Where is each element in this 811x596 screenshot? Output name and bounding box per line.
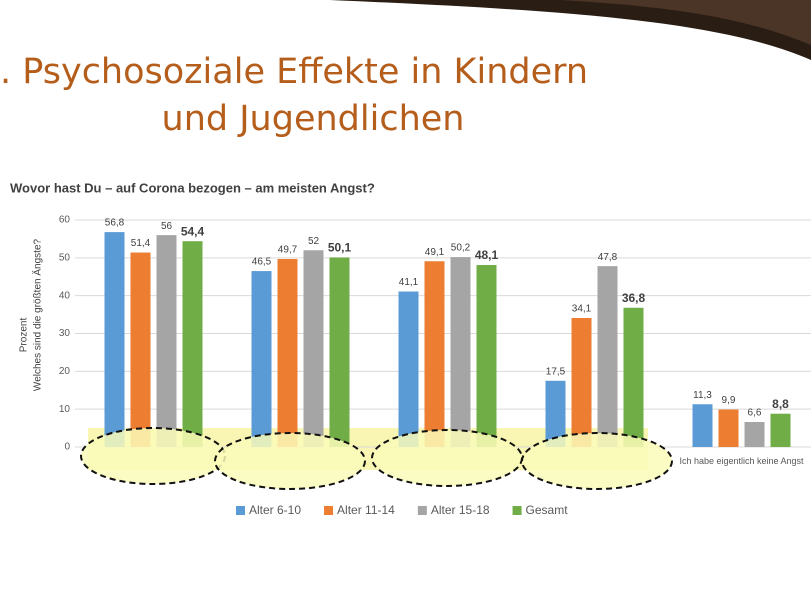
bar [745, 422, 765, 447]
bar [477, 265, 497, 447]
legend-swatch [418, 506, 427, 515]
bar [451, 257, 471, 447]
ellipse [372, 430, 522, 486]
slide-title: und Jugendlichen [162, 99, 465, 139]
slide-title: . Psychosoziale Effekte in Kindern [0, 52, 588, 92]
bar [399, 292, 419, 447]
data-label: 8,8 [772, 397, 789, 411]
data-label: 47,8 [598, 252, 618, 263]
bar [624, 308, 644, 447]
bar [598, 266, 618, 447]
bar [183, 241, 203, 447]
bar [252, 271, 272, 447]
legend: Alter 6-10 Alter 11-14 Alter 15-18 Gesamt [236, 503, 568, 517]
data-label: 51,4 [131, 238, 151, 249]
slide: . Psychosoziale Effekte in Kindern und J… [0, 0, 811, 596]
data-label: 9,9 [722, 395, 736, 406]
ellipse [81, 428, 225, 484]
legend-swatch [513, 506, 522, 515]
y-axis-label: Prozent [19, 318, 30, 353]
data-label: 49,1 [425, 247, 445, 258]
legend-label: Gesamt [526, 503, 569, 517]
data-label: 11,3 [693, 390, 712, 401]
legend-label: Alter 6-10 [249, 503, 301, 517]
data-label: 6,6 [748, 408, 762, 419]
plot: 0 10 20 30 40 50 60 56,8 51,4 56 54,4 46,5 49,7 52 50,… [59, 215, 811, 453]
legend-label: Alter 11-14 [337, 503, 395, 517]
bar [719, 410, 739, 447]
y-tick-label: 10 [59, 404, 71, 415]
y-tick-label: 50 [59, 252, 71, 263]
y-tick-label: 30 [59, 328, 71, 339]
legend-swatch [236, 506, 245, 515]
ellipse [215, 433, 365, 489]
bar [425, 261, 445, 447]
y-tick-label: 20 [59, 366, 71, 377]
bar [771, 414, 791, 447]
data-label: 34,1 [572, 304, 592, 315]
data-label: 36,8 [622, 291, 646, 305]
x-tick-label: Ich habe eigentlich keine Angst [677, 455, 807, 467]
legend-label: Alter 15-18 [431, 503, 490, 517]
page: . Psychosoziale Effekte in Kindern und J… [0, 0, 811, 596]
bar [105, 232, 125, 447]
data-label: 41,1 [399, 277, 419, 288]
data-label: 49,7 [278, 245, 298, 256]
bar [330, 257, 350, 447]
bar [278, 259, 298, 447]
y-axis-label: Welches sind die größten Ängste? [32, 239, 44, 392]
bar [304, 250, 324, 447]
data-label: 56,8 [105, 218, 125, 229]
y-tick-label: 60 [59, 215, 71, 226]
data-label: 52 [308, 236, 320, 247]
data-label: 17,5 [546, 366, 566, 377]
legend-swatch [324, 506, 333, 515]
bar [693, 404, 713, 447]
data-label: 46,5 [252, 257, 272, 268]
data-label: 50,1 [328, 241, 352, 255]
y-tick-label: 40 [59, 290, 71, 301]
ellipse [522, 433, 672, 489]
data-label: 56 [161, 221, 173, 232]
data-label: 48,1 [475, 248, 499, 262]
data-label: 50,2 [451, 243, 471, 254]
bar [572, 318, 592, 447]
bar [131, 253, 151, 447]
chart-title: Wovor hast Du – auf Corona bezogen – am … [10, 180, 375, 195]
y-tick-label: 0 [64, 442, 70, 453]
bar [157, 235, 177, 447]
data-label: 54,4 [181, 224, 205, 238]
